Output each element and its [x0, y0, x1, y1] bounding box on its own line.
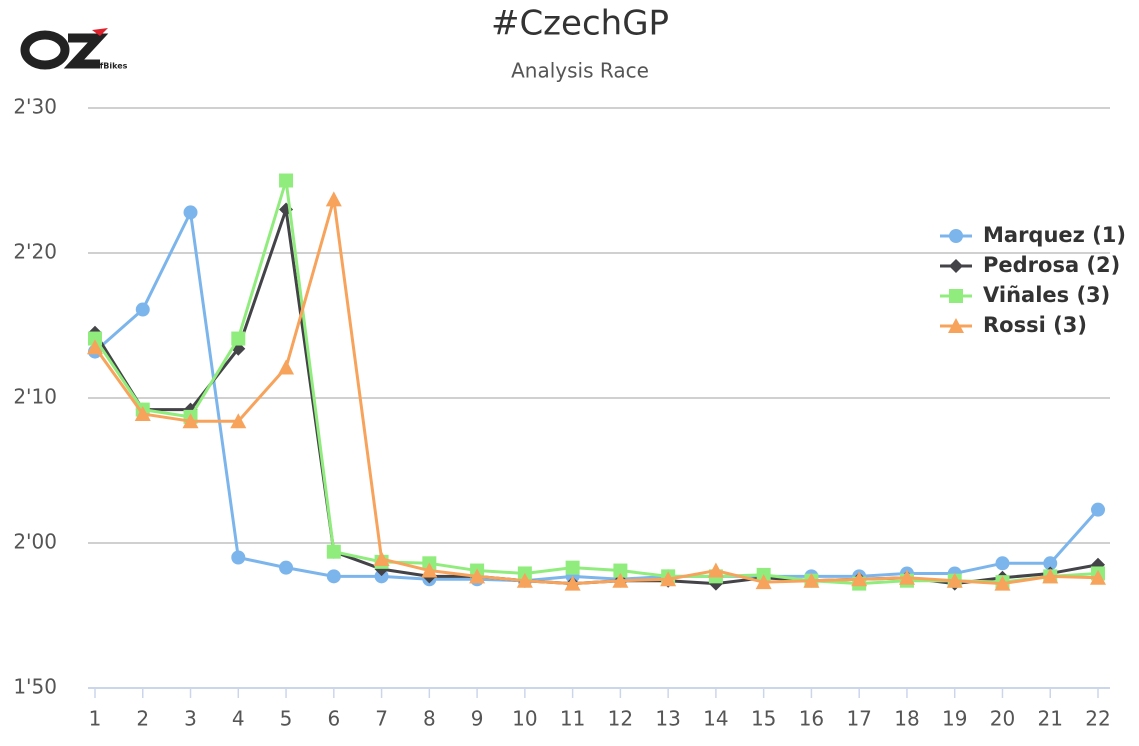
x-tick-label: 21 [1038, 707, 1063, 731]
x-tick-label: 18 [894, 707, 919, 731]
marker [1042, 568, 1059, 584]
logo-text: OffBikes [90, 62, 128, 71]
marker [134, 405, 151, 421]
chart-subtitle: Analysis Race [511, 59, 649, 83]
chart-title: #CzechGP [491, 4, 669, 44]
marker [279, 173, 294, 188]
x-tick-label: 16 [799, 707, 824, 731]
y-tick-label: 2'10 [13, 385, 57, 409]
marker [1090, 569, 1106, 585]
y-tick-label: 2'20 [13, 240, 57, 264]
x-tick-label: 2 [136, 707, 149, 731]
marker [182, 413, 199, 429]
series-line [93, 179, 1099, 586]
marker [183, 205, 198, 220]
marker [565, 560, 580, 575]
marker [278, 359, 295, 375]
legend-label: Marquez (1) [983, 223, 1126, 247]
marker [231, 331, 246, 346]
marker [88, 331, 102, 346]
series-line [93, 197, 1099, 586]
marker [946, 572, 963, 588]
y-tick-label: 1'50 [13, 675, 57, 699]
marker [230, 413, 247, 429]
x-tick-label: 19 [942, 707, 967, 731]
marker [1091, 502, 1105, 517]
x-tick-label: 6 [327, 707, 340, 731]
marker [707, 562, 724, 578]
marker [898, 569, 915, 585]
marker [612, 572, 629, 588]
logo-shape [92, 28, 108, 36]
marker [803, 572, 820, 588]
marker [135, 302, 150, 317]
marker [516, 572, 533, 588]
marker [564, 575, 581, 591]
marker [325, 191, 342, 207]
x-tick-label: 22 [1085, 707, 1110, 731]
x-tick-label: 1 [89, 707, 102, 731]
legend-symbol [949, 259, 963, 273]
marker [995, 556, 1010, 571]
marker [231, 550, 246, 565]
marker [613, 563, 628, 578]
marker [469, 568, 486, 584]
x-tick-label: 11 [560, 707, 585, 731]
marker [373, 550, 390, 566]
legend-symbol [949, 229, 963, 243]
x-tick-label: 8 [423, 707, 436, 731]
legend-label: Pedrosa (2) [983, 253, 1120, 277]
x-tick-label: 4 [232, 707, 245, 731]
marker [374, 569, 389, 584]
x-tick-label: 12 [608, 707, 633, 731]
logo-shape [20, 30, 70, 70]
marker [421, 562, 438, 578]
x-tick-label: 9 [471, 707, 484, 731]
x-tick-label: 7 [375, 707, 388, 731]
marker [87, 339, 103, 355]
marker [755, 574, 772, 590]
marker [660, 571, 677, 587]
y-tick-label: 2'00 [13, 530, 57, 554]
x-tick-label: 17 [846, 707, 871, 731]
y-tick-label: 2'30 [13, 95, 57, 119]
marker [994, 575, 1011, 591]
legend-symbol [948, 318, 964, 333]
marker [326, 569, 341, 584]
logo-shape [63, 33, 109, 69]
x-tick-label: 3 [184, 707, 197, 731]
marker [279, 560, 294, 575]
marker [851, 571, 868, 587]
legend-symbol [949, 289, 963, 303]
x-tick-label: 10 [512, 707, 537, 731]
x-tick-label: 13 [655, 707, 680, 731]
legend-label: Viñales (3) [983, 283, 1110, 307]
marker [326, 544, 341, 559]
x-tick-label: 5 [280, 707, 293, 731]
legend-label: Rossi (3) [983, 313, 1087, 337]
x-tick-label: 20 [990, 707, 1015, 731]
series-line [94, 210, 1100, 583]
x-tick-label: 14 [703, 707, 728, 731]
marker [1043, 556, 1058, 571]
logo: OffBikes [20, 28, 128, 71]
x-tick-label: 15 [751, 707, 776, 731]
